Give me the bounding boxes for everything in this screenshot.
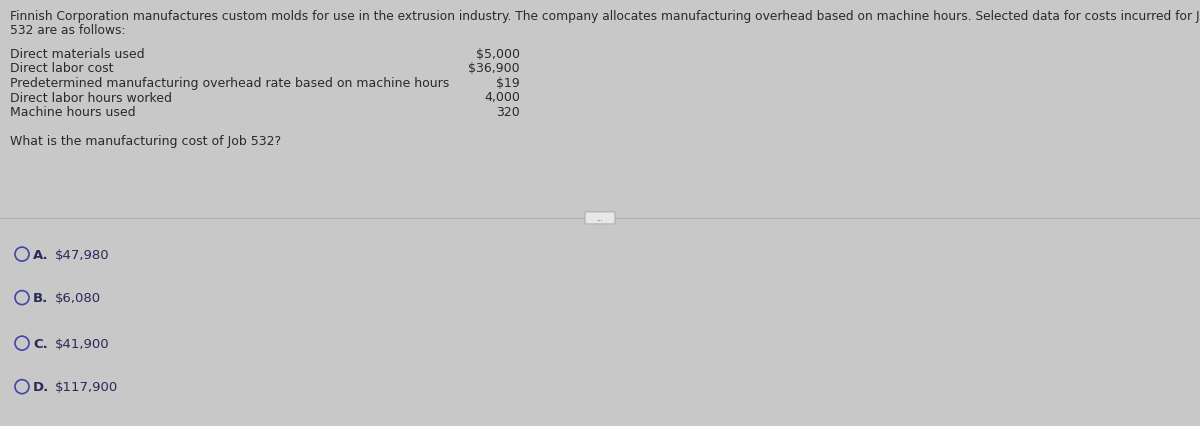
Text: 532 are as follows:: 532 are as follows:	[10, 24, 126, 37]
Text: $117,900: $117,900	[55, 380, 119, 393]
Text: D.: D.	[34, 380, 49, 393]
Text: $19: $19	[497, 77, 520, 90]
Text: $6,080: $6,080	[55, 291, 101, 305]
Text: Direct materials used: Direct materials used	[10, 48, 145, 61]
Text: Direct labor hours worked: Direct labor hours worked	[10, 91, 172, 104]
Text: Machine hours used: Machine hours used	[10, 106, 136, 119]
Text: Predetermined manufacturing overhead rate based on machine hours: Predetermined manufacturing overhead rat…	[10, 77, 449, 90]
Text: A.: A.	[34, 248, 49, 261]
Text: 320: 320	[497, 106, 520, 119]
Text: Direct labor cost: Direct labor cost	[10, 62, 114, 75]
Text: C.: C.	[34, 337, 48, 350]
Text: 4,000: 4,000	[484, 91, 520, 104]
Text: B.: B.	[34, 291, 48, 305]
Text: $41,900: $41,900	[55, 337, 109, 350]
Text: Finnish Corporation manufactures custom molds for use in the extrusion industry.: Finnish Corporation manufactures custom …	[10, 10, 1200, 23]
Text: What is the manufacturing cost of Job 532?: What is the manufacturing cost of Job 53…	[10, 134, 281, 147]
Text: ...: ...	[596, 216, 604, 222]
Text: $47,980: $47,980	[55, 248, 109, 261]
Text: $36,900: $36,900	[468, 62, 520, 75]
Text: $5,000: $5,000	[476, 48, 520, 61]
FancyBboxPatch shape	[586, 213, 616, 225]
